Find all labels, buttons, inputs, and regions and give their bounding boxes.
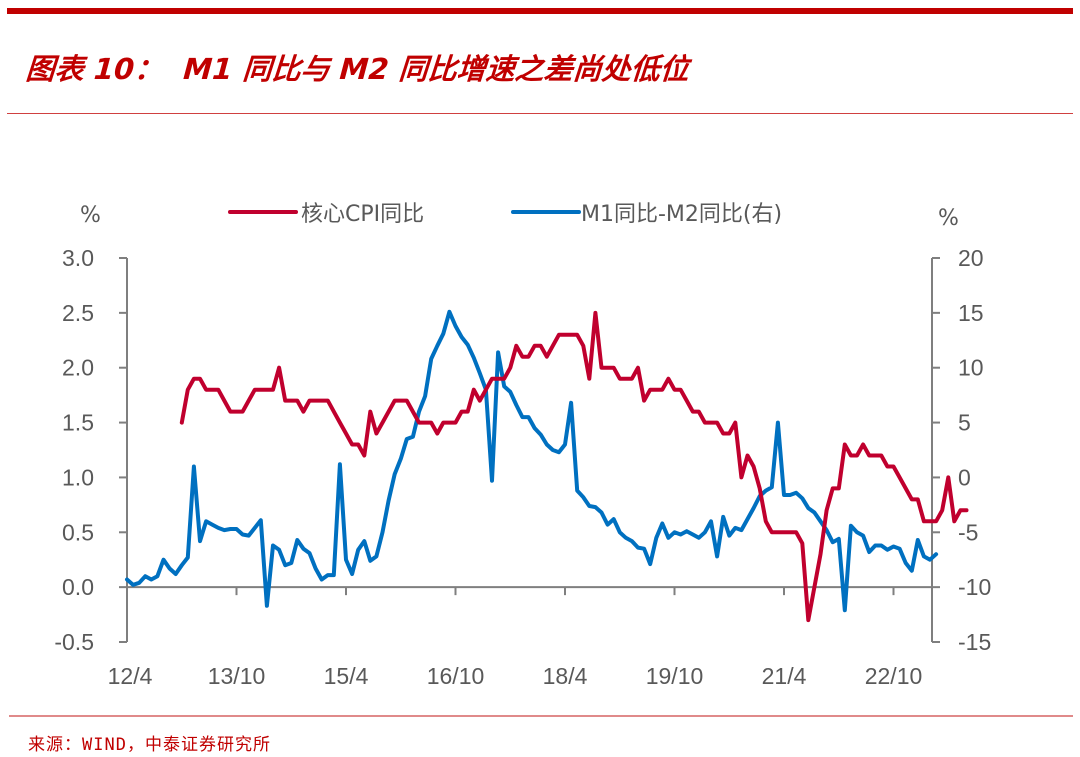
x-tick-label: 21/4 — [762, 663, 807, 689]
right-tick-label: -10 — [958, 574, 991, 600]
right-tick-label: -5 — [958, 519, 978, 545]
left-tick-label: 0.0 — [62, 574, 94, 600]
x-tick-label: 15/4 — [324, 663, 369, 689]
left-axis-unit: % — [80, 203, 101, 228]
x-tick-label: 18/4 — [543, 663, 588, 689]
right-tick-label: -15 — [958, 629, 991, 655]
series-core-cpi-line — [179, 310, 969, 623]
left-tick-label: 2.0 — [62, 355, 94, 381]
legend: % % 核心CPI同比 M1同比-M2同比(右) — [80, 202, 959, 231]
series-lines — [125, 309, 969, 623]
x-tick-label: 22/10 — [865, 663, 923, 689]
top-rule — [7, 8, 1073, 14]
series-m1-m2-line — [125, 309, 939, 613]
left-tick-label: 0.5 — [62, 519, 94, 545]
x-tick-label: 19/10 — [646, 663, 704, 689]
axes: 3.0 2.5 2.0 1.5 1.0 0.5 0.0 -0.5 20 15 10 5 0 -5 -10 -1… — [54, 245, 991, 689]
right-tick-label: 15 — [958, 300, 984, 326]
x-tick-label: 13/10 — [208, 663, 266, 689]
right-tick-label: 20 — [958, 245, 984, 271]
legend-label-cpi: 核心CPI同比 — [301, 202, 424, 227]
left-tick-label: 1.0 — [62, 464, 94, 490]
right-tick-label: 10 — [958, 355, 984, 381]
left-tick-label: 2.5 — [62, 300, 94, 326]
right-tick-label: 5 — [958, 410, 971, 436]
source-note: 来源：WIND，中泰证券研究所 — [28, 735, 271, 755]
x-tick-label: 12/4 — [108, 663, 153, 689]
left-tick-label: -0.5 — [54, 629, 94, 655]
footer-divider — [9, 715, 1073, 717]
left-tick-label: 1.5 — [62, 410, 94, 436]
x-tick-label: 16/10 — [427, 663, 485, 689]
left-tick-label: 3.0 — [62, 245, 94, 271]
title-divider — [7, 113, 1073, 114]
right-axis-unit: % — [938, 206, 959, 231]
legend-label-m1m2: M1同比-M2同比(右) — [581, 202, 782, 227]
right-tick-label: 0 — [958, 464, 971, 490]
